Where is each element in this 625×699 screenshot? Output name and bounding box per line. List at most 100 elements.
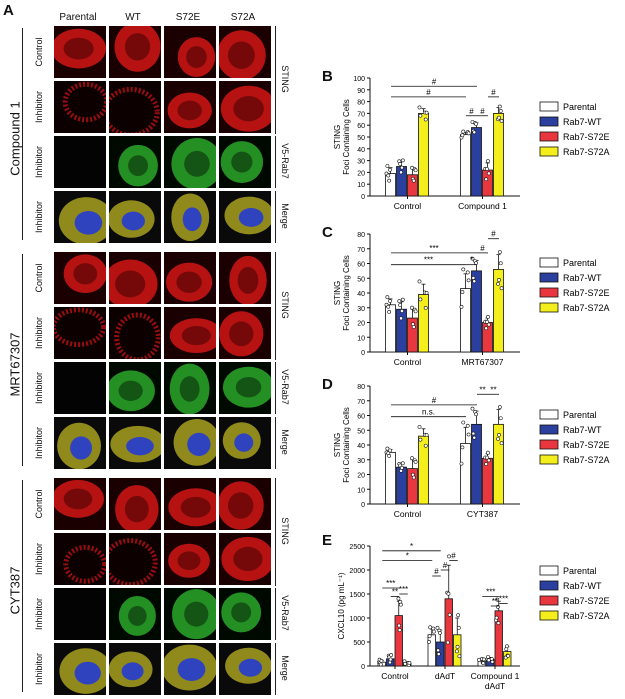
legend-label: Rab7-S72E: [563, 596, 610, 606]
micrograph-cell: [164, 417, 216, 469]
legend-swatch: [539, 424, 559, 435]
micrograph-cell: [219, 252, 271, 304]
data-point: [456, 625, 461, 630]
data-point: [496, 621, 501, 625]
bar: [493, 423, 504, 505]
micrograph-cell: [219, 136, 271, 188]
significance-label: #: [480, 107, 485, 116]
y-tick-label: 60: [357, 123, 365, 130]
chart-d: 0 10 20 30 40 50 60 70 80 STINGFoci Containing Ce…: [333, 384, 610, 519]
data-point: [486, 159, 490, 164]
data-point: [459, 461, 464, 466]
data-point: [466, 131, 471, 136]
data-point: [436, 652, 441, 656]
data-point: [506, 654, 511, 658]
micrograph-cell: [219, 191, 271, 243]
y-tick-label: 500: [353, 640, 365, 647]
micrograph-cell: [54, 588, 106, 640]
data-point: [396, 596, 401, 601]
column-header-s72a: S72A: [230, 12, 256, 23]
row-label: Control: [34, 37, 44, 67]
data-point: [486, 458, 491, 463]
legend-label: Parental: [563, 102, 597, 112]
data-point: [497, 115, 501, 120]
data-point: [470, 406, 475, 411]
data-point: [397, 628, 402, 632]
channel-bracket-line: [275, 362, 276, 414]
micrograph-cell: [54, 26, 106, 78]
bar: [418, 294, 429, 353]
micrograph-cell: [54, 136, 106, 188]
data-point: [498, 109, 503, 113]
bar: [444, 598, 453, 667]
y-tick-label: 20: [357, 170, 365, 177]
micrograph-cell: [54, 191, 106, 243]
data-point: [494, 615, 499, 620]
channel-bracket-line: [275, 588, 276, 640]
data-point: [457, 654, 462, 659]
data-point: [413, 168, 418, 173]
y-tick-label: 90: [357, 88, 365, 95]
y-tick-label: 100: [353, 76, 365, 83]
micrograph-cell: [109, 643, 161, 695]
data-point: [436, 648, 441, 653]
panel-c-letter: C: [322, 224, 333, 241]
micrograph-cell: [109, 478, 161, 530]
data-point: [471, 431, 476, 436]
legend-swatch: [539, 439, 559, 450]
significance-label: ***: [386, 579, 395, 588]
data-point: [389, 653, 394, 657]
significance-label: **: [479, 385, 485, 394]
significance-label: n.s.: [422, 408, 435, 417]
y-tick-label: 30: [357, 458, 365, 465]
data-point: [481, 661, 486, 666]
micrograph-cell: [219, 362, 271, 414]
data-point: [496, 436, 500, 441]
data-point: [418, 437, 423, 442]
data-point: [486, 315, 490, 319]
bar: [394, 615, 403, 667]
data-point: [499, 119, 504, 123]
data-point: [385, 295, 390, 300]
data-point: [484, 462, 489, 466]
bar: [407, 317, 418, 353]
bar: [427, 634, 436, 667]
data-point: [474, 261, 478, 265]
y-tick-label: 40: [357, 443, 365, 450]
channel-bracket-line: [275, 417, 276, 469]
legend-swatch: [539, 610, 559, 621]
data-point: [497, 405, 502, 410]
significance-label: **: [490, 385, 496, 394]
bar: [460, 134, 471, 197]
channel-label: V5-Rab7: [280, 369, 290, 405]
data-point: [466, 278, 471, 283]
legend-swatch: [539, 565, 559, 576]
micrograph-cell: [109, 533, 161, 585]
data-point: [418, 297, 423, 302]
y-axis-label: STINGFoci Containing Cells: [333, 255, 351, 331]
bar: [460, 288, 471, 353]
data-point: [461, 267, 466, 272]
micrograph-cell: [109, 191, 161, 243]
data-point: [400, 309, 404, 313]
y-tick-label: 2000: [349, 568, 365, 575]
micrograph-cell: [54, 478, 106, 530]
data-point: [413, 459, 418, 464]
y-axis-label: CXCL10 (pg mL⁻¹): [337, 572, 346, 639]
bar: [471, 423, 482, 505]
data-point: [477, 657, 481, 662]
data-point: [499, 286, 504, 291]
channel-bracket-line: [275, 136, 276, 188]
micrograph-cell: [164, 307, 216, 359]
y-tick-label: 80: [357, 232, 365, 239]
data-point: [445, 640, 450, 645]
micrograph-cell: [219, 643, 271, 695]
panel-d-letter: D: [322, 376, 333, 393]
data-point: [435, 625, 440, 630]
significance-label: *: [410, 542, 413, 551]
data-point: [496, 282, 500, 286]
data-point: [465, 270, 470, 275]
channel-label: STING: [280, 517, 290, 545]
panel-b-letter: B: [322, 68, 333, 85]
y-tick-label: 50: [357, 428, 365, 435]
